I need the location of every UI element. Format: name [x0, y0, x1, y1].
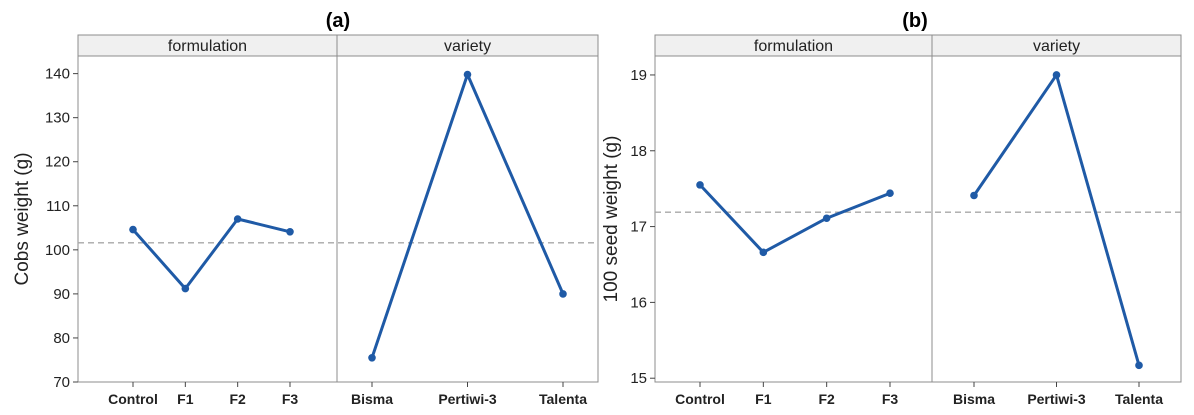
x-tick-label: F1 — [755, 391, 772, 407]
x-tick-label: Talenta — [1115, 391, 1163, 407]
data-point-bisma — [368, 353, 376, 362]
y-tick-label: 140 — [45, 66, 70, 83]
data-point-f3 — [886, 189, 894, 198]
data-point-f3 — [286, 227, 294, 236]
x-tick-label: Pertiwi-3 — [438, 391, 497, 407]
x-tick-label: Pertiwi-3 — [1027, 391, 1086, 407]
strip-label: variety — [1033, 38, 1080, 55]
data-point-talenta — [1135, 361, 1143, 370]
x-tick-label: F3 — [882, 391, 899, 407]
y-axis-label: Cobs weight (g) — [12, 152, 33, 285]
y-tick-label: 130 — [45, 110, 70, 127]
y-tick-label: 100 — [45, 242, 70, 259]
y-tick-label: 120 — [45, 154, 70, 171]
data-point-pertiwi-3 — [463, 70, 472, 79]
x-tick-label: F2 — [229, 391, 246, 407]
data-point-control — [129, 225, 137, 234]
series-line-variety — [370, 73, 565, 359]
plot-frame — [654, 55, 1182, 383]
x-tick-label: Control — [675, 391, 725, 407]
data-point-f1 — [759, 248, 768, 257]
x-tick-label: F1 — [177, 391, 194, 407]
strip-label: variety — [444, 38, 491, 55]
data-point-pertiwi-3 — [1052, 71, 1061, 79]
x-tick-label: Control — [108, 391, 158, 407]
plot-frame — [77, 55, 599, 383]
y-tick-label: 16 — [630, 294, 647, 311]
strip-label: formulation — [754, 38, 833, 55]
y-tick-label: 15 — [630, 370, 647, 387]
x-tick-label: F3 — [282, 391, 299, 407]
x-tick-label: Talenta — [539, 391, 587, 407]
data-point-bisma — [970, 191, 978, 200]
chart-panel-b: (b) formulation variety 15 16 17 18 19 100 seed … — [601, 10, 1182, 407]
x-tick-label: F2 — [818, 391, 835, 407]
x-tick-label: Bisma — [351, 391, 393, 407]
data-point-f2 — [233, 215, 242, 223]
chart-title: (b) — [902, 10, 928, 32]
chart-panel-a: (a) formulation variety 70 80 90 100 110 120 130 1… — [12, 10, 599, 407]
y-tick-label: 19 — [630, 67, 647, 84]
series-line-variety — [972, 73, 1141, 366]
data-point-talenta — [559, 290, 567, 298]
data-point-control — [696, 181, 704, 189]
x-tick-label: Bisma — [953, 391, 995, 407]
y-tick-label: 70 — [53, 374, 70, 391]
y-tick-label: 17 — [630, 219, 647, 236]
strip-label: formulation — [168, 38, 247, 55]
series-line-formulation — [698, 183, 891, 254]
y-tick-label: 18 — [630, 143, 647, 160]
chart-title: (a) — [326, 10, 350, 32]
data-point-f1 — [181, 284, 190, 293]
y-tick-label: 90 — [53, 286, 70, 303]
data-point-f2 — [822, 214, 831, 223]
y-tick-label: 110 — [46, 198, 70, 215]
series-line-formulation — [131, 217, 291, 291]
y-tick-label: 80 — [53, 330, 70, 347]
y-axis-label: 100 seed weight (g) — [601, 136, 622, 303]
